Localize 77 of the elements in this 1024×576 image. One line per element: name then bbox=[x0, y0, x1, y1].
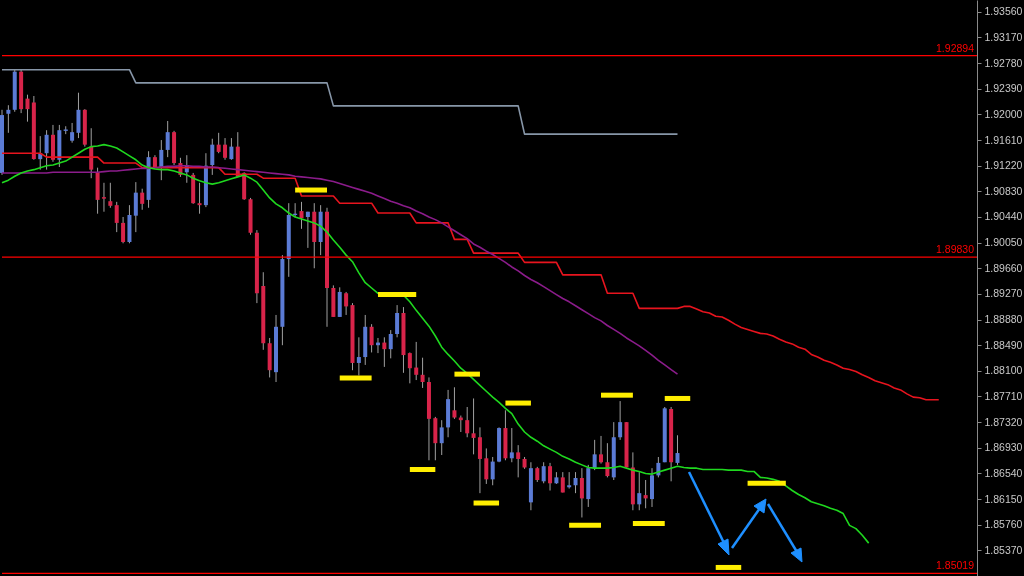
candlestick bbox=[70, 122, 75, 144]
candlestick bbox=[223, 137, 228, 161]
ref-line-label: 1.92894 bbox=[936, 41, 975, 54]
candlestick bbox=[388, 329, 393, 359]
candlestick bbox=[477, 426, 482, 494]
y-tick-label: 1.88490 bbox=[984, 338, 1023, 351]
candlestick bbox=[165, 120, 170, 158]
candlestick bbox=[140, 188, 145, 211]
candlestick bbox=[471, 397, 476, 455]
candlestick bbox=[452, 386, 457, 420]
candlestick bbox=[509, 427, 514, 463]
candlestick bbox=[25, 94, 30, 123]
y-tick-label: 1.86150 bbox=[984, 492, 1023, 505]
candlestick bbox=[216, 132, 221, 154]
candlestick bbox=[599, 435, 604, 465]
y-tick-label: 1.92390 bbox=[984, 82, 1023, 95]
y-tick-label: 1.85370 bbox=[984, 543, 1023, 556]
y-tick-label: 1.91610 bbox=[984, 133, 1023, 146]
candlestick bbox=[108, 182, 113, 209]
y-tick-label: 1.92780 bbox=[984, 56, 1023, 69]
candlestick bbox=[76, 92, 81, 139]
candlestick bbox=[197, 182, 202, 215]
line-series bbox=[1, 143, 870, 544]
y-tick-label: 1.85760 bbox=[984, 518, 1023, 531]
candlestick bbox=[44, 129, 49, 171]
candlestick bbox=[548, 462, 553, 492]
candlestick bbox=[439, 419, 444, 456]
candlestick bbox=[465, 406, 470, 438]
candlestick bbox=[133, 181, 138, 233]
candlestick bbox=[210, 138, 215, 176]
candlestick bbox=[382, 336, 387, 368]
y-tick-label: 1.93170 bbox=[984, 30, 1023, 43]
candlestick bbox=[420, 357, 425, 389]
ref-line-label: 1.89830 bbox=[936, 243, 975, 256]
y-tick-label: 1.89270 bbox=[984, 287, 1023, 300]
y-tick-label: 1.90830 bbox=[984, 184, 1023, 197]
candlestick bbox=[407, 351, 412, 384]
candlestick bbox=[121, 216, 126, 244]
candlestick bbox=[229, 137, 234, 161]
candlestick bbox=[643, 479, 648, 509]
candlestick bbox=[305, 211, 310, 249]
y-tick-label: 1.87320 bbox=[984, 415, 1023, 428]
candlestick bbox=[344, 291, 349, 316]
candlestick bbox=[414, 341, 419, 381]
candlestick bbox=[114, 201, 119, 233]
candlestick bbox=[618, 400, 623, 441]
candlestick bbox=[592, 439, 597, 471]
line-series bbox=[1, 68, 679, 135]
candlestick bbox=[356, 336, 361, 376]
candlestick bbox=[675, 434, 680, 466]
candlestick bbox=[490, 456, 495, 486]
y-tick-label: 1.91220 bbox=[984, 159, 1023, 172]
y-tick-label: 1.88880 bbox=[984, 313, 1023, 326]
candlestick bbox=[650, 467, 654, 508]
candlestick bbox=[541, 461, 546, 484]
y-tick-label: 1.92000 bbox=[984, 107, 1023, 120]
candlestick bbox=[637, 471, 642, 511]
ref-line-label: 1.85019 bbox=[936, 559, 975, 572]
candlestick bbox=[567, 471, 572, 490]
candlestick bbox=[299, 201, 304, 230]
y-tick-label: 1.86540 bbox=[984, 466, 1023, 479]
candlestick bbox=[395, 304, 400, 338]
candlestick bbox=[159, 139, 164, 181]
candlestick bbox=[573, 471, 578, 494]
y-tick-label: 1.90050 bbox=[984, 236, 1023, 249]
y-tick-label: 1.88100 bbox=[984, 364, 1023, 377]
y-tick-label: 1.93560 bbox=[984, 5, 1023, 18]
y-tick-label: 1.89660 bbox=[984, 261, 1023, 274]
candlestick bbox=[369, 323, 374, 353]
y-tick-label: 1.87710 bbox=[984, 389, 1023, 402]
candlestick bbox=[579, 467, 584, 518]
candlestick bbox=[484, 447, 489, 485]
candlestick bbox=[516, 444, 521, 478]
y-tick-label: 1.86930 bbox=[984, 441, 1023, 454]
candlestick bbox=[101, 182, 107, 213]
candlestick bbox=[6, 104, 11, 134]
y-tick-label: 1.90440 bbox=[984, 210, 1023, 223]
